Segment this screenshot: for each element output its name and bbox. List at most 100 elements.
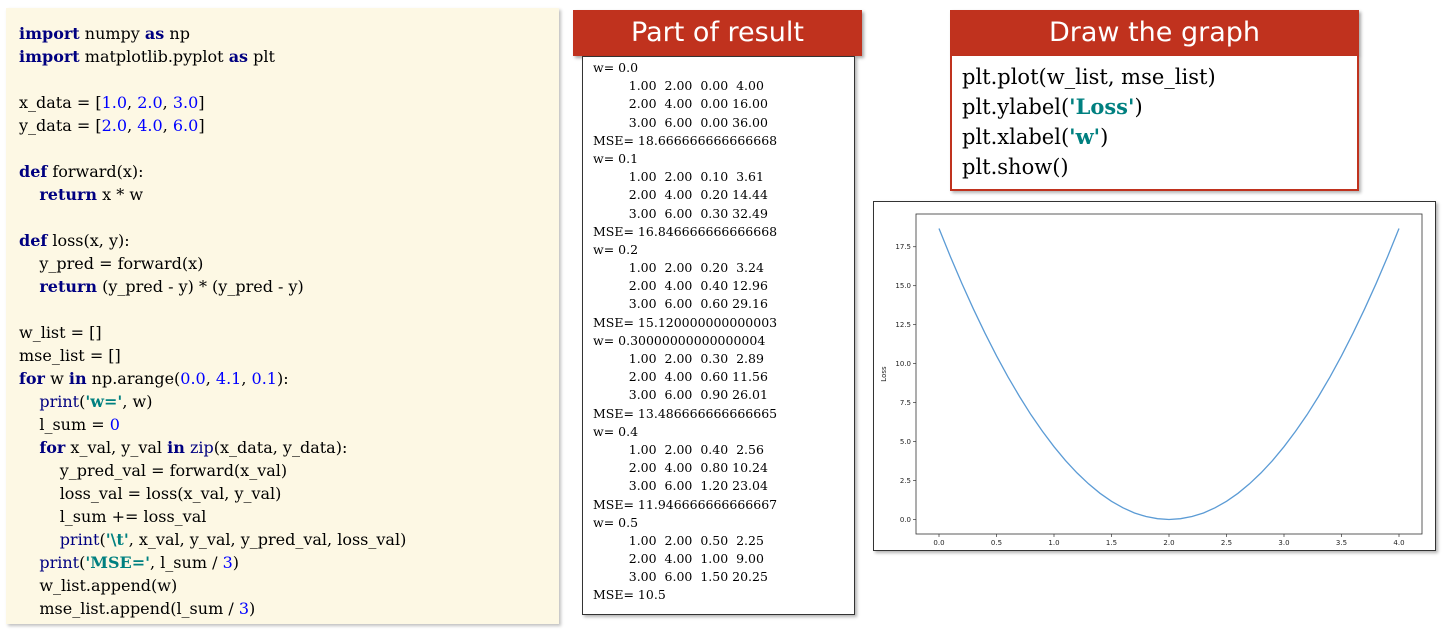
code-token — [19, 438, 39, 457]
y-axis-label: Loss — [880, 366, 888, 382]
x-axis-label: w — [1166, 548, 1172, 550]
code-line: print('\t', x_val, y_val, y_pred_val, lo… — [19, 528, 407, 551]
code-token: , l_sum / — [150, 553, 223, 572]
code-token: w — [44, 369, 69, 388]
code-token: as — [228, 47, 249, 66]
code-token: import — [19, 47, 80, 66]
code-token: ( — [79, 392, 86, 411]
code-token: plt.plot(w_list, mse_list) — [962, 65, 1216, 89]
code-token: 'w=' — [85, 392, 123, 411]
plot-code-line: plt.ylabel('Loss') — [962, 92, 1216, 122]
code-line: for x_val, y_val in zip(x_data, y_data): — [19, 436, 406, 459]
code-token: ) — [1134, 95, 1143, 119]
x-tick-label: 0.5 — [991, 539, 1002, 547]
result-line: 1.00 2.00 0.30 2.89 — [593, 351, 764, 366]
code-token: 2.0 — [101, 116, 128, 135]
code-token: ( — [99, 530, 106, 549]
result-line: 3.00 6.00 1.50 20.25 — [593, 569, 768, 585]
x-tick-label: 4.0 — [1393, 539, 1404, 547]
x-tick-label: 2.5 — [1221, 539, 1232, 547]
code-token: 'Loss' — [1069, 94, 1135, 119]
code-token: 2.0 — [137, 93, 163, 112]
code-line: mse_list.append(l_sum / 3) — [19, 597, 406, 620]
code-token: plt.show() — [962, 155, 1069, 179]
result-line: w= 0.5 — [593, 514, 639, 530]
result-line: w= 0.2 — [593, 241, 639, 257]
result-line: w= 0.4 — [593, 423, 639, 439]
result-line: 3.00 6.00 1.20 23.04 — [593, 478, 768, 494]
code-token: w_list = [] — [19, 323, 102, 342]
y-tick-label: 2.5 — [900, 477, 911, 485]
code-token: , x_val, y_val, y_pred_val, loss_val) — [128, 530, 407, 549]
code-line — [19, 137, 406, 160]
result-line: 2.00 4.00 0.80 10.24 — [593, 460, 768, 476]
code-token: 3 — [238, 599, 249, 618]
code-line: x_data = [1.0, 2.0, 3.0] — [19, 91, 406, 114]
result-line: 3.00 6.00 0.60 29.16 — [593, 296, 768, 312]
code-token: , — [205, 369, 216, 388]
result-line: MSE= 18.666666666666668 — [593, 132, 778, 148]
code-line: def forward(x): — [19, 160, 406, 183]
code-token: l_sum += loss_val — [19, 507, 207, 526]
code-token: zip — [189, 438, 214, 457]
code-token: np — [164, 24, 190, 43]
result-output: w= 0.0 1.00 2.00 0.00 4.00 2.00 4.00 0.0… — [582, 56, 855, 615]
code-line: return x * w — [19, 183, 406, 206]
code-token: loss(x, y): — [47, 231, 130, 250]
result-line: 2.00 4.00 1.00 9.00 — [593, 551, 764, 567]
code-line: w_list = [] — [19, 321, 406, 344]
code-line: l_sum = 0 — [19, 413, 406, 436]
code-panel: import numpy as np import matplotlib.pypl… — [6, 8, 559, 624]
code-token: ): — [276, 369, 289, 388]
code-token — [19, 392, 39, 411]
code-line: import matplotlib.pyplot as plt — [19, 45, 406, 68]
code-token: x_val, y_val — [65, 438, 168, 457]
code-line: y_data = [2.0, 4.0, 6.0] — [19, 114, 406, 137]
chart-svg: 0.0 0.5 1.0 1.5 2.0 2.5 3.0 3.5 4.0 0.0 2.5 5.0 7.5 1… — [880, 213, 1423, 550]
result-line: w= 0.30000000000000004 — [593, 332, 766, 348]
code-token: matplotlib.pyplot — [79, 47, 229, 66]
plot-code-line: plt.xlabel('w') — [962, 122, 1216, 152]
code-token: (y_pred - y) * (y_pred - y) — [97, 277, 304, 296]
code-line: w_list.append(w) — [19, 574, 406, 597]
code-line: print('MSE=', l_sum / 3) — [19, 551, 406, 574]
code-token — [19, 553, 39, 572]
code-token: w_list.append(w) — [19, 576, 178, 595]
result-line: 3.00 6.00 0.90 26.01 — [593, 387, 768, 403]
code-token: plt.ylabel( — [962, 95, 1070, 119]
y-tick-label: 0.0 — [900, 516, 911, 524]
code-token: , — [162, 116, 173, 135]
x-tick-label: 1.0 — [1048, 539, 1059, 547]
code-token: plt.xlabel( — [962, 125, 1070, 149]
result-line: 3.00 6.00 0.00 36.00 — [593, 114, 768, 130]
result-line: MSE= 11.946666666666667 — [593, 496, 778, 512]
code-line: for w in np.arange(0.0, 4.1, 0.1): — [19, 367, 406, 390]
code-token: , w) — [122, 392, 153, 411]
code-line: y_pred = forward(x) — [19, 252, 406, 275]
code-token: 6.0 — [172, 116, 199, 135]
code-token: def — [19, 231, 48, 250]
code-token: 1.0 — [101, 93, 128, 112]
result-line: 2.00 4.00 0.40 12.96 — [593, 278, 768, 294]
code-token: 3.0 — [172, 93, 199, 112]
result-line: 1.00 2.00 0.00 4.00 — [593, 78, 764, 94]
code-token: loss_val = loss(x_val, y_val) — [19, 484, 282, 503]
code-token: forward(x): — [47, 162, 144, 181]
code-line: mse_list = [] — [19, 344, 406, 367]
code-token: ] — [198, 116, 205, 135]
plot-code-box: plt.plot(w_list, mse_list) plt.ylabel('Lo… — [950, 56, 1359, 191]
code-token: 0 — [109, 415, 120, 434]
y-tick-label: 12.5 — [895, 321, 911, 329]
code-token: ( — [79, 553, 86, 572]
x-tick-label: 3.5 — [1336, 539, 1347, 547]
code-token: ) — [232, 553, 239, 572]
y-tick-label: 17.5 — [895, 243, 911, 251]
code-token: 0.1 — [251, 369, 277, 388]
code-token: mse_list = [] — [19, 346, 121, 365]
result-line: MSE= 13.486666666666665 — [593, 405, 778, 421]
result-line: 3.00 6.00 0.30 32.49 — [593, 205, 768, 221]
result-line: 1.00 2.00 0.10 3.61 — [593, 169, 764, 185]
code-line — [19, 206, 406, 229]
code-token: 'MSE=' — [85, 553, 151, 572]
x-tick-label: 2.0 — [1163, 539, 1174, 547]
